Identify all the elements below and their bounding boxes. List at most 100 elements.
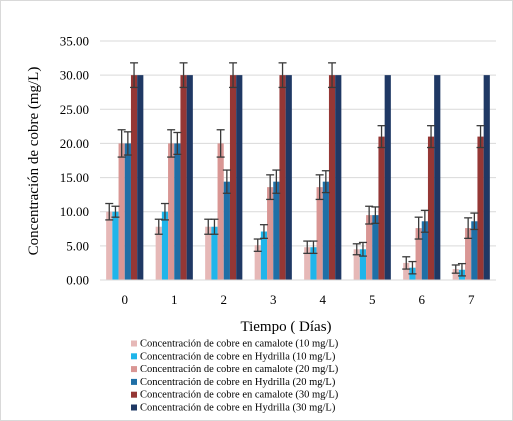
error-bar	[470, 212, 479, 231]
legend-item: Concentración de cobre en Hydrilla (30 m…	[131, 403, 336, 414]
legend-item: Concentración de cobre en camalote (10 m…	[131, 339, 339, 350]
bar	[477, 136, 484, 280]
bar	[254, 245, 261, 280]
error-bar	[167, 129, 176, 158]
legend-item: Concentración de cobre en Hydrilla (10 m…	[131, 351, 336, 362]
bar	[273, 181, 280, 280]
x-tick-label: 6	[419, 292, 426, 307]
bar	[211, 226, 218, 280]
y-axis-title: Concentración de cobre (mg/L)	[26, 67, 42, 256]
error-bar	[315, 174, 324, 201]
bar	[180, 75, 187, 281]
error-bar	[365, 205, 374, 225]
bar	[155, 226, 162, 280]
error-bar	[457, 262, 466, 277]
error-bar	[130, 62, 139, 89]
error-bar	[123, 131, 132, 156]
error-bar	[371, 206, 380, 224]
bar	[217, 143, 224, 280]
legend-item: Concentración de cobre en Hydrilla (20 m…	[131, 377, 336, 388]
y-tick-label: 10.00	[60, 204, 89, 219]
y-tick-label: 25.00	[60, 102, 89, 117]
bar	[112, 211, 119, 280]
error-bar	[427, 125, 436, 149]
bar	[118, 143, 125, 280]
legend-item: Concentración de cobre en camalote (30 m…	[131, 390, 339, 401]
error-bar	[229, 62, 238, 89]
bar	[310, 247, 317, 280]
x-tick-label: 5	[369, 292, 376, 307]
bar	[483, 75, 490, 281]
bar	[124, 143, 131, 280]
y-tick-label: 15.00	[60, 170, 89, 185]
error-bar	[117, 129, 126, 158]
legend-label: Concentración de cobre en camalote (30 m…	[140, 390, 339, 401]
legend-swatch	[131, 378, 137, 385]
error-bar	[420, 209, 429, 233]
x-tick-label: 1	[171, 292, 178, 307]
error-bar	[451, 264, 460, 274]
bar	[174, 143, 181, 280]
bar	[168, 143, 175, 280]
bar	[260, 231, 268, 280]
y-tick-label: 20.00	[60, 136, 89, 151]
bar	[384, 75, 391, 281]
legend-item: Concentración de cobre en camalote (20 m…	[131, 364, 339, 375]
error-bar	[111, 205, 120, 218]
error-bar	[414, 216, 423, 240]
x-tick-label: 7	[468, 292, 475, 307]
bar	[322, 181, 329, 280]
error-bar	[216, 129, 225, 158]
error-bar	[222, 169, 231, 194]
y-tick-label: 30.00	[60, 68, 89, 83]
bar	[366, 215, 373, 280]
error-bar	[272, 169, 281, 194]
bar	[427, 136, 435, 280]
error-bar	[321, 170, 330, 194]
error-bar	[328, 62, 337, 89]
error-bar	[377, 125, 386, 149]
error-bar	[402, 256, 411, 270]
bar	[205, 226, 212, 280]
error-bar	[278, 62, 287, 89]
x-axis-title: Tiempo ( Días)	[240, 319, 331, 335]
bar	[335, 75, 342, 281]
bar	[285, 75, 292, 281]
bar	[471, 221, 478, 280]
legend-label: Concentración de cobre en camalote (10 m…	[140, 339, 339, 350]
error-bar	[352, 243, 361, 256]
legend-label: Concentración de cobre en Hydrilla (10 m…	[140, 351, 336, 362]
x-tick-label: 0	[122, 292, 129, 307]
legend: Concentración de cobre en camalote (10 m…	[131, 339, 339, 414]
legend-swatch	[131, 340, 137, 347]
bar	[106, 211, 113, 280]
bar	[372, 215, 379, 280]
error-bar	[259, 224, 268, 239]
error-bar	[160, 202, 169, 221]
bar	[421, 221, 428, 280]
legend-swatch	[131, 391, 137, 398]
bar	[353, 249, 360, 280]
error-bars	[105, 62, 485, 277]
bars	[106, 75, 490, 281]
bar	[452, 269, 459, 280]
bar	[359, 249, 367, 280]
y-tick-label: 35.00	[60, 34, 89, 49]
x-tick-label: 4	[320, 292, 327, 307]
bar	[378, 136, 385, 280]
error-bar	[476, 125, 485, 149]
legend-swatch	[131, 366, 137, 373]
bar	[403, 262, 410, 280]
error-bar	[154, 218, 163, 235]
legend-label: Concentración de cobre en Hydrilla (20 m…	[140, 377, 336, 388]
x-tick-label: 3	[270, 292, 277, 307]
bar	[130, 75, 138, 281]
bar	[161, 211, 169, 280]
error-bar	[309, 240, 318, 255]
x-tick-label: 2	[221, 292, 228, 307]
bar	[229, 75, 237, 281]
error-bar	[173, 131, 182, 156]
error-bar	[408, 260, 417, 275]
y-tick-label: 0.00	[66, 273, 89, 288]
